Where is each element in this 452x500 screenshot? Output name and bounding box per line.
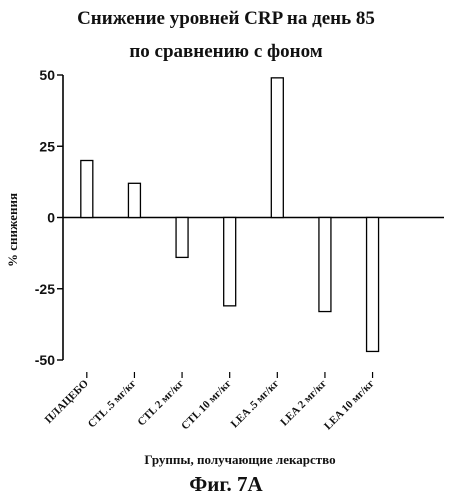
x-tick-label: CTL .5 мг/кг	[86, 378, 139, 431]
y-ticks: 50 25 0 -25 -50	[35, 67, 63, 368]
bar	[318, 216, 332, 313]
bar	[223, 216, 237, 307]
x-tick-label: LEA .5 мг/кг	[229, 378, 282, 431]
x-tick-label: CTL 2 мг/кг	[135, 378, 186, 429]
bar	[175, 216, 189, 259]
y-tick-label: 50	[39, 67, 55, 83]
x-tick-label: LEA 2 мг/кг	[278, 378, 329, 429]
chart-title-line-2: по сравнению с фоном	[129, 41, 323, 62]
bar	[127, 182, 142, 219]
bar	[270, 77, 284, 219]
bar	[80, 159, 94, 219]
chart-title-line-1: Снижение уровней CRP на день 85	[77, 8, 375, 29]
chart-axes	[62, 75, 444, 360]
y-axis-label: % снижения	[5, 193, 20, 267]
figure-caption: Фиг. 7A	[189, 472, 263, 496]
y-tick-label: 25	[39, 138, 55, 154]
y-tick-label: -50	[35, 352, 55, 368]
y-tick-label: -25	[35, 281, 55, 297]
x-tick-label: CTL 10 мг/кг	[179, 378, 234, 433]
chart-title: Снижение уровней CRP на день 85 по сравн…	[0, 2, 452, 68]
x-tick-label: LEA 10 мг/кг	[322, 378, 377, 433]
x-axis-label: Группы, получающие лекарство	[144, 452, 335, 467]
y-tick-label: 0	[47, 210, 55, 226]
x-tick-label: ПЛАЦЕБО	[43, 377, 92, 426]
bar	[365, 216, 380, 353]
chart-bars	[80, 77, 380, 353]
